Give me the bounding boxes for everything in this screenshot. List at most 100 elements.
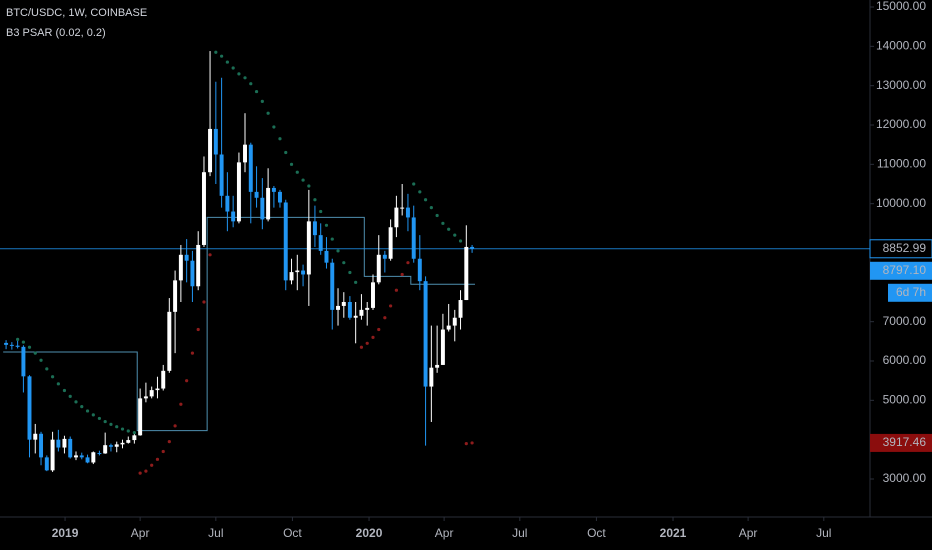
y-tick-label: 11000.00 (877, 157, 926, 171)
psar-dot (150, 463, 154, 467)
candle-body (260, 197, 265, 220)
candle-body (167, 311, 172, 371)
chart-title: BTC/USDC, 1W, COINBASE (6, 7, 147, 19)
psar-dot (109, 422, 113, 426)
candle-body (236, 162, 241, 222)
psar-dot (441, 221, 445, 225)
psar-dot (161, 449, 165, 454)
psar-value-box (870, 433, 932, 452)
psar-dot (225, 60, 229, 64)
y-tick-label: 14000.00 (876, 39, 926, 53)
psar-dot (27, 345, 32, 349)
psar-dot (289, 162, 294, 166)
x-tick-label: Apr (435, 526, 454, 540)
psar-dot (342, 261, 346, 265)
candle-body (178, 254, 183, 281)
candle-body (114, 444, 119, 447)
countdown-box (888, 283, 932, 302)
psar-dot (74, 400, 78, 404)
psar-dot (208, 253, 212, 257)
psar-dot (132, 430, 136, 435)
psar-dot (371, 335, 375, 340)
psar-dot (389, 304, 393, 308)
psar-dot (278, 137, 282, 141)
psar-dot (138, 471, 142, 475)
candle-body (79, 455, 84, 458)
candle-body (266, 187, 271, 220)
y-tick-label: 10000.00 (876, 196, 926, 210)
candle-body (394, 207, 399, 228)
psar-dot (237, 72, 241, 76)
candle-body (21, 346, 26, 377)
psar-dot (190, 351, 195, 355)
x-tick-label: Jul (208, 526, 223, 540)
candle-body (371, 282, 375, 308)
candle-body (97, 453, 102, 455)
psar-value-label: 3917.46 (883, 435, 927, 449)
candle-body (184, 254, 189, 261)
x-tick-label: Apr (739, 526, 758, 540)
price-label-box (870, 261, 932, 280)
candle-body (138, 398, 143, 436)
candle-body (62, 438, 67, 448)
candle-body (108, 445, 113, 447)
last-price-label: 8852.99 (883, 241, 927, 255)
psar-dot (185, 379, 189, 383)
x-tick-label: Oct (587, 526, 606, 540)
candle-body (417, 258, 422, 282)
psar-dot (295, 170, 299, 174)
candle-body (353, 315, 358, 318)
candle-body (91, 452, 96, 463)
psar-dot (423, 198, 428, 202)
candle-body (155, 388, 160, 391)
candle-body (243, 144, 247, 163)
candle-body (219, 154, 224, 196)
x-tick-label: 2020 (356, 526, 383, 540)
x-tick-label: Apr (131, 526, 150, 540)
psar-dot (155, 457, 160, 461)
candle-body (312, 221, 317, 236)
candle-body (132, 435, 137, 441)
psar-dot (39, 358, 43, 362)
candle-body (446, 325, 451, 330)
candle-body (74, 455, 78, 458)
psar-dot (365, 341, 369, 345)
candle-body (143, 396, 148, 399)
psar-dot (243, 76, 247, 80)
candle-body (458, 300, 463, 318)
psar-dot (383, 316, 387, 320)
psar-dot (231, 66, 235, 70)
y-tick-label: 3000.00 (883, 471, 927, 485)
candle-body (68, 438, 73, 458)
candle-body (388, 227, 393, 259)
candle-body (330, 262, 335, 310)
candle-body (400, 207, 405, 209)
psar-dot (377, 327, 381, 332)
psar-dot (301, 178, 305, 182)
candle-body (440, 329, 445, 365)
x-tick-label: 2019 (52, 526, 79, 540)
psar-dot (284, 150, 288, 155)
psar-dot (103, 419, 107, 424)
psar-dot (167, 440, 171, 444)
candle-body (341, 302, 346, 306)
candle-body (435, 364, 440, 368)
candle-body (405, 207, 410, 218)
candle-body (248, 144, 253, 192)
candle-body (190, 260, 195, 287)
axes: 3000.00 5000.00 6000.00 7000.00 10000.00 1100… (52, 0, 932, 540)
y-tick-label: 13000.00 (876, 78, 926, 92)
x-tick-label: Jul (512, 526, 527, 540)
candle-body (429, 367, 434, 387)
indicator-label: B3 PSAR (0.02, 0.2) (6, 27, 106, 39)
candle-body (283, 202, 288, 281)
candle-body (318, 235, 323, 251)
psar-dot (196, 327, 200, 332)
candle-body (173, 280, 178, 312)
y-tick-label: 15000.00 (876, 0, 926, 13)
candle-body (126, 440, 131, 443)
psar-dot (307, 184, 311, 188)
psar-dot (359, 345, 364, 349)
psar-dot (348, 270, 352, 275)
